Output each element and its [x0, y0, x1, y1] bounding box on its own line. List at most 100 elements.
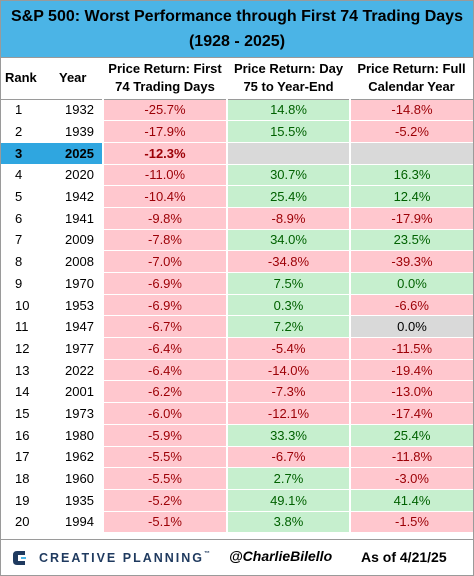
- cell-rest: -7.3%: [226, 380, 350, 404]
- cell-first74: -11.0%: [102, 164, 227, 187]
- cell-rank: 1: [1, 99, 53, 122]
- cell-full: 25.4%: [349, 424, 473, 447]
- table-row: 16 1980 -5.9% 33.3% 25.4%: [1, 424, 473, 447]
- table-row: 17 1962 -5.5% -6.7% -11.8%: [1, 446, 473, 469]
- cell-year: 1941: [53, 207, 103, 230]
- header-rank: Rank: [1, 58, 53, 100]
- cell-rest: 2.7%: [226, 467, 350, 490]
- cell-first74: -6.4%: [102, 337, 227, 360]
- cell-rest: 25.4%: [226, 185, 350, 208]
- table-row: 20 1994 -5.1% 3.8% -1.5%: [1, 511, 473, 534]
- header-first74: Price Return: First 74 Trading Days: [103, 58, 227, 100]
- cell-rank: 4: [1, 164, 53, 187]
- header-row: Rank Year Price Return: First 74 Trading…: [1, 58, 473, 100]
- cell-year: 1973: [53, 402, 103, 425]
- cell-rest: 0.3%: [226, 294, 350, 317]
- footer: CREATIVE PLANNING™ @CharlieBilello As of…: [1, 539, 473, 575]
- cell-rest: 14.8%: [226, 99, 350, 122]
- cell-first74: -12.3%: [102, 142, 227, 165]
- table-row: 19 1935 -5.2% 49.1% 41.4%: [1, 489, 473, 512]
- cell-rank: 8: [1, 250, 53, 273]
- cell-first74: -6.2%: [102, 380, 227, 404]
- cell-rest: -8.9%: [226, 207, 350, 230]
- cell-first74: -6.9%: [102, 294, 227, 317]
- table-row: 5 1942 -10.4% 25.4% 12.4%: [1, 185, 473, 208]
- cell-first74: -7.0%: [102, 250, 227, 273]
- creative-planning-logo-icon: [11, 548, 31, 568]
- cell-year: 2025: [53, 142, 103, 165]
- cell-full: -11.5%: [349, 337, 473, 360]
- cell-year: 1942: [53, 185, 103, 208]
- cell-rest: 49.1%: [226, 489, 350, 512]
- cell-rank: 15: [1, 402, 53, 425]
- cell-year: 1953: [53, 294, 103, 317]
- title-line-2: (1928 - 2025): [188, 33, 286, 50]
- cell-year: 2022: [53, 359, 103, 382]
- cell-first74: -6.7%: [102, 315, 227, 339]
- cell-rank: 18: [1, 467, 53, 490]
- cell-rank: 9: [1, 272, 53, 295]
- cell-full: 23.5%: [349, 229, 473, 252]
- cell-first74: -10.4%: [102, 185, 227, 208]
- cell-full: -39.3%: [349, 250, 473, 273]
- cell-year: 2020: [53, 164, 103, 187]
- cell-rank: 5: [1, 185, 53, 208]
- cell-full: -5.2%: [349, 120, 473, 143]
- cell-rest: 3.8%: [226, 511, 350, 534]
- cell-full: 16.3%: [349, 164, 473, 187]
- cell-first74: -6.9%: [102, 272, 227, 295]
- header-rest-line1: Price Return: Day: [233, 61, 344, 77]
- cell-first74: -5.5%: [102, 467, 227, 490]
- cell-rank: 11: [1, 315, 53, 339]
- cell-year: 1935: [53, 489, 103, 512]
- table-row: 1 1932 -25.7% 14.8% -14.8%: [1, 99, 473, 122]
- header-year: Year: [53, 58, 103, 100]
- header-rest: Price Return: Day 75 to Year-End: [227, 58, 350, 100]
- cell-full: 12.4%: [349, 185, 473, 208]
- header-first74-line1: Price Return: First: [108, 61, 222, 77]
- cell-full: -17.9%: [349, 207, 473, 230]
- cell-rest: [226, 142, 350, 165]
- cell-rest: 34.0%: [226, 229, 350, 252]
- cell-first74: -5.2%: [102, 489, 227, 512]
- cell-rank: 6: [1, 207, 53, 230]
- logo-wordmark: CREATIVE PLANNING: [39, 551, 205, 565]
- cell-rest: 33.3%: [226, 424, 350, 447]
- cell-year: 1962: [53, 446, 103, 469]
- cell-full: -6.6%: [349, 294, 473, 317]
- cell-full: 0.0%: [349, 272, 473, 295]
- cell-year: 1994: [53, 511, 103, 534]
- cell-full: -13.0%: [349, 380, 473, 404]
- cell-year: 1960: [53, 467, 103, 490]
- cell-rest: -34.8%: [226, 250, 350, 273]
- table-row: 10 1953 -6.9% 0.3% -6.6%: [1, 294, 473, 317]
- author-handle: @CharlieBilello: [229, 548, 333, 564]
- logo-trademark: ™: [204, 551, 211, 557]
- cell-rest: 7.5%: [226, 272, 350, 295]
- table-row: 9 1970 -6.9% 7.5% 0.0%: [1, 272, 473, 295]
- cell-rest: -5.4%: [226, 337, 350, 360]
- cell-rest: 15.5%: [226, 120, 350, 143]
- cell-rest: -14.0%: [226, 359, 350, 382]
- table-row: 18 1960 -5.5% 2.7% -3.0%: [1, 467, 473, 490]
- cell-first74: -5.1%: [102, 511, 227, 534]
- cell-year: 1980: [53, 424, 103, 447]
- cell-year: 1947: [53, 315, 103, 339]
- cell-rank: 3: [1, 142, 53, 165]
- cell-first74: -9.8%: [102, 207, 227, 230]
- cell-rank: 14: [1, 380, 53, 404]
- cell-full: -17.4%: [349, 402, 473, 425]
- cell-year: 2001: [53, 380, 103, 404]
- cell-year: 2009: [53, 229, 103, 252]
- cell-rest: -12.1%: [226, 402, 350, 425]
- cell-first74: -7.8%: [102, 229, 227, 252]
- cell-full: -1.5%: [349, 511, 473, 534]
- cell-year: 1970: [53, 272, 103, 295]
- cell-rest: -6.7%: [226, 446, 350, 469]
- cell-first74: -6.0%: [102, 402, 227, 425]
- table-row: 12 1977 -6.4% -5.4% -11.5%: [1, 337, 473, 360]
- header-rest-line2: 75 to Year-End: [243, 79, 334, 95]
- table-row: 4 2020 -11.0% 30.7% 16.3%: [1, 164, 473, 187]
- cell-rank: 17: [1, 446, 53, 469]
- cell-full: [349, 142, 473, 165]
